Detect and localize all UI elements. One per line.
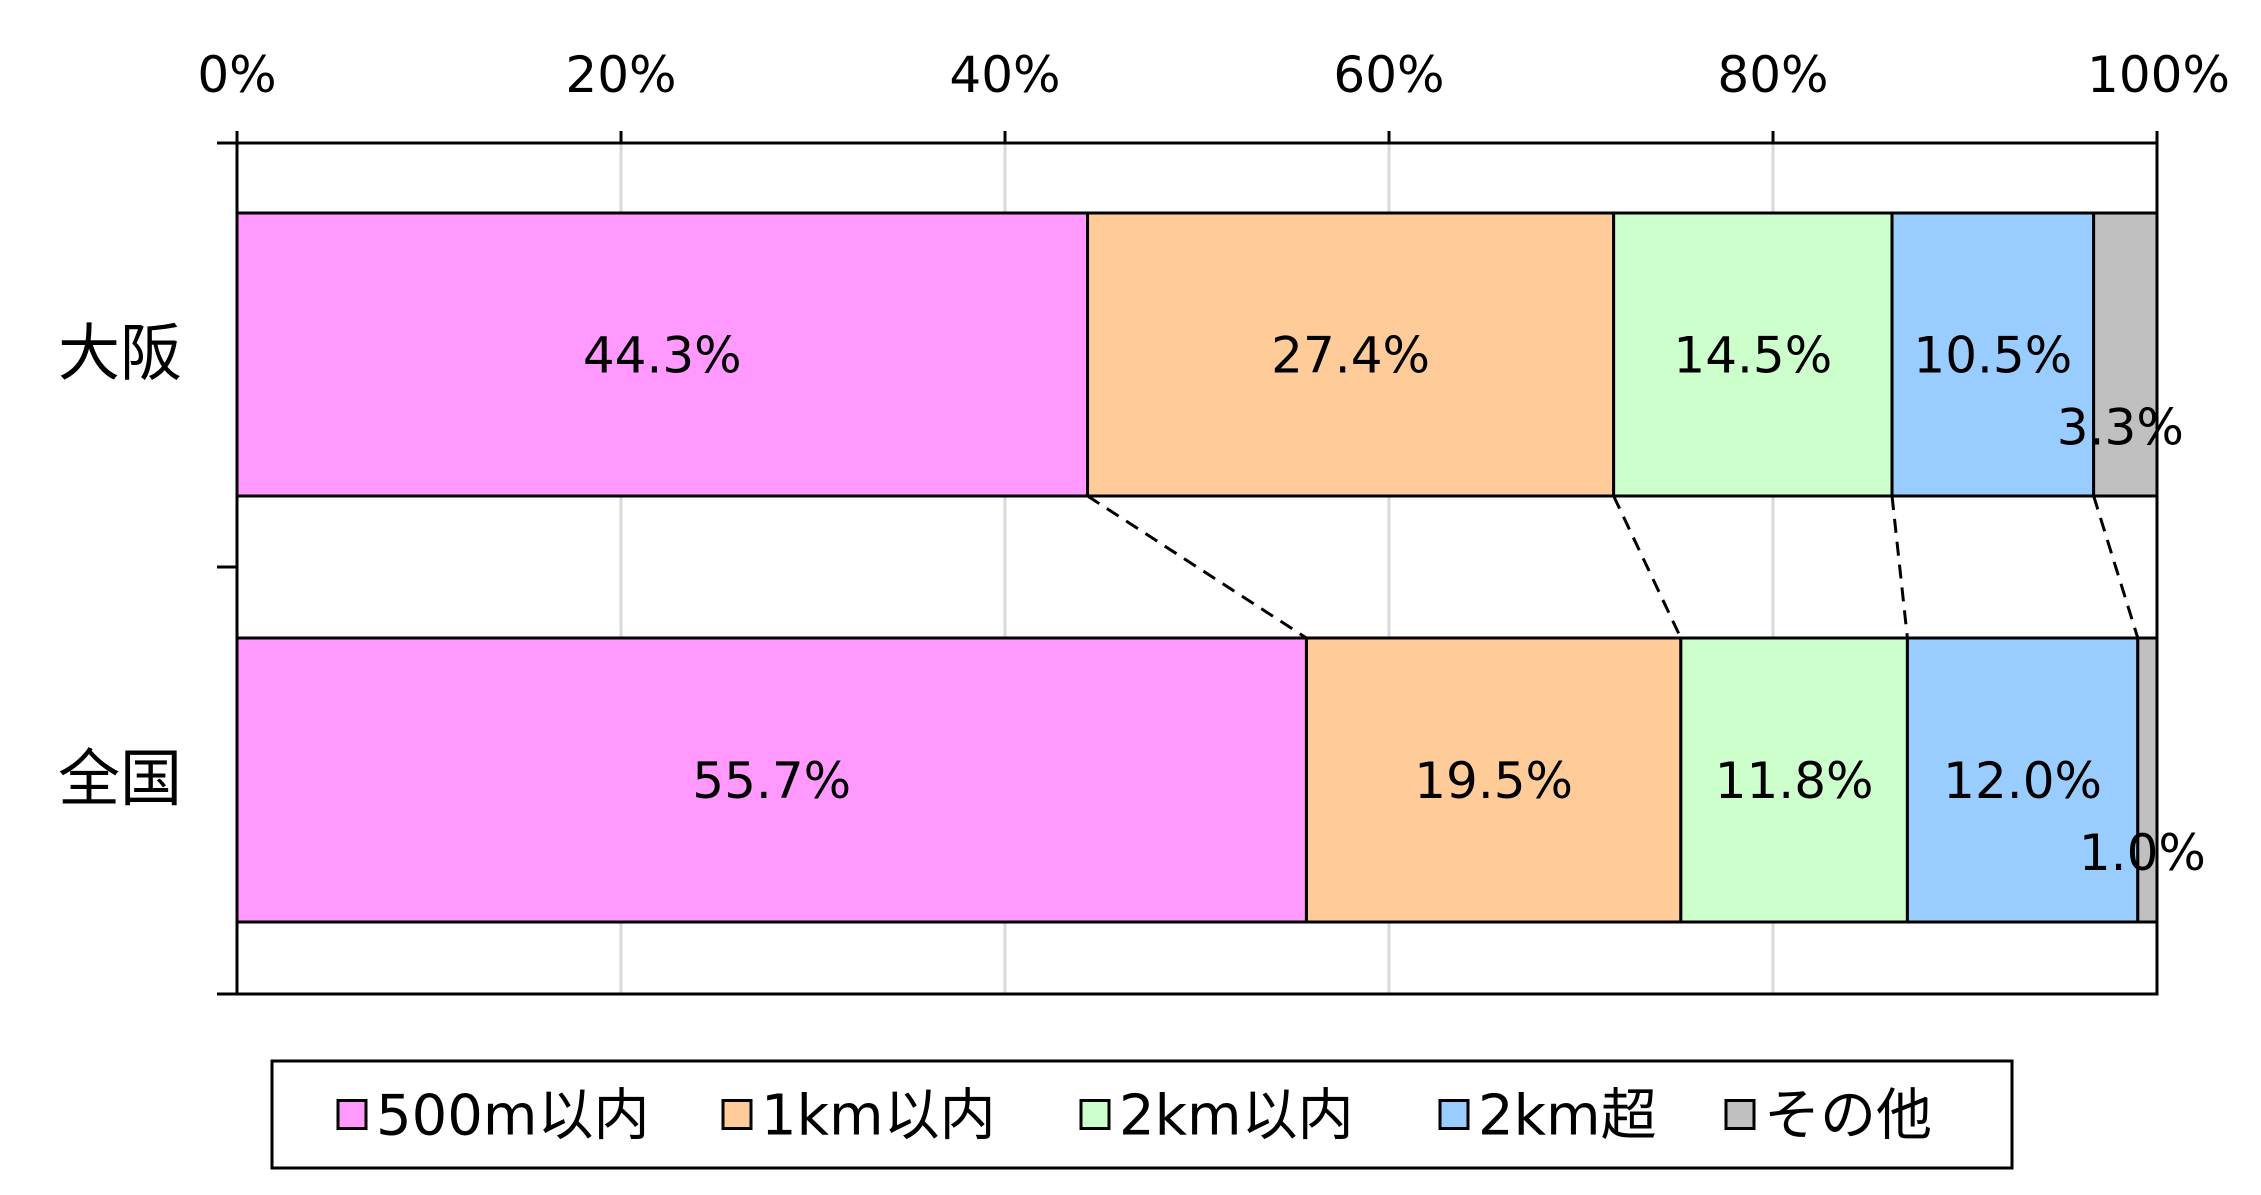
data-label: 14.5% [1673,327,1832,385]
bar-segment [1612,211,1894,498]
x-tick-label: 60% [1333,46,1444,104]
data-label: 55.7% [692,752,851,810]
category-label: 全国 [58,742,182,815]
legend-label: 500m以内 [376,1084,649,1149]
series-connector-line [1890,495,1909,639]
legend-swatch [1079,1099,1111,1130]
series-connector-line [1086,494,1308,640]
x-tick-label: 20% [565,46,676,104]
legend-label: その他 [1764,1084,1932,1149]
legend-swatch [336,1099,368,1130]
data-label: 44.3% [583,327,742,385]
data-label: 1.0% [2079,824,2206,882]
bar-segment [1679,636,1909,924]
bar-segment [1086,211,1616,498]
x-tick-label: 100% [2087,46,2230,104]
bar-segment [2136,636,2159,924]
legend-label: 1km以内 [761,1084,996,1149]
data-label: 11.8% [1715,752,1874,810]
x-tick-label: 0% [197,46,276,104]
legend-swatch [721,1099,753,1130]
legend-label: 2km超 [1478,1084,1657,1149]
bar-segment [1304,636,1683,924]
data-label: 3.3% [2057,399,2184,457]
legend-swatch [1438,1099,1470,1130]
data-label: 10.5% [1913,327,2072,385]
bar-segment [2092,211,2159,498]
x-tick-label: 40% [949,46,1060,104]
series-connector-line [2092,495,2140,639]
legend-label: 2km以内 [1119,1084,1354,1149]
legend-box [270,1059,2014,1170]
bar-segment [1905,636,2140,924]
legend-swatch [1724,1099,1756,1130]
bar-segment [1890,211,2096,498]
data-label: 19.5% [1414,752,1573,810]
bar-segment [235,636,1308,924]
bar-segment [235,211,1090,498]
category-label: 大阪 [58,317,182,390]
x-tick-label: 80% [1717,46,1828,104]
data-label: 27.4% [1271,327,1430,385]
data-label: 12.0% [1943,752,2102,810]
series-connector-line [1612,495,1683,639]
